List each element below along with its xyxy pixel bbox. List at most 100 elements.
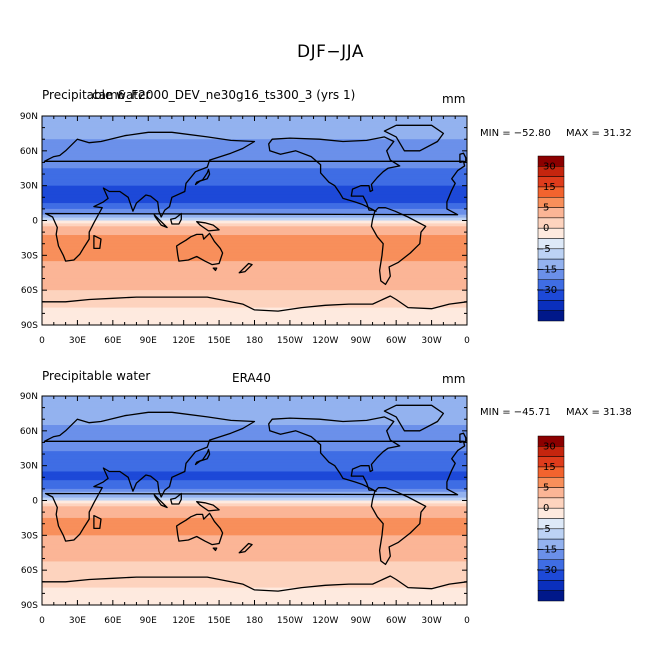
field-band	[42, 546, 467, 551]
y-axis	[42, 395, 467, 606]
x-tick-label: 30E	[69, 616, 86, 626]
x-tick-label: 120E	[172, 616, 195, 626]
coastline	[170, 212, 182, 225]
panel-title-left: Precipitable water	[42, 369, 151, 383]
field-band	[42, 316, 467, 320]
coastline	[370, 487, 427, 566]
y-tick-label: 30N	[20, 462, 38, 472]
x-tick-label: 90W	[351, 336, 371, 346]
coastline	[383, 124, 445, 152]
field-band	[42, 153, 467, 158]
field-band	[42, 517, 467, 522]
coastline	[268, 136, 401, 212]
field-band	[42, 575, 467, 580]
x-tick-label: 60E	[104, 336, 121, 346]
coastline-antarctica	[42, 575, 468, 592]
panel-title-left: Precipitable water	[42, 88, 151, 102]
field-band	[42, 456, 467, 461]
colorbar-label: 30	[543, 161, 556, 172]
x-axis	[41, 116, 468, 325]
colorbar-swatch	[537, 477, 565, 488]
min-label: MIN = −45.71	[480, 407, 551, 418]
field-band	[42, 430, 467, 435]
coastline	[194, 168, 211, 186]
field-band	[42, 272, 467, 277]
x-tick-label: 150W	[277, 616, 303, 626]
field-band	[42, 255, 467, 259]
y-tick-label: 90S	[21, 601, 38, 611]
coastline	[212, 267, 218, 272]
colorbar-swatch	[537, 590, 565, 602]
field-band	[42, 477, 467, 481]
field-band	[42, 590, 467, 594]
coastline	[153, 494, 168, 509]
x-tick-label: 180	[246, 336, 263, 346]
field-band	[42, 596, 467, 600]
y-tick-label: 60S	[21, 566, 38, 576]
x-axis	[41, 396, 468, 605]
field-band	[42, 130, 467, 134]
coastline-antarctica	[42, 295, 468, 312]
field-band	[42, 249, 467, 253]
colorbar-label: 5	[543, 203, 549, 214]
field-band	[42, 214, 467, 219]
field-band	[42, 171, 467, 175]
field-band	[42, 471, 467, 475]
panel-title-center: ERA40	[232, 371, 271, 385]
field-band	[42, 442, 467, 446]
field-band	[42, 269, 467, 274]
field-band	[42, 240, 467, 245]
coastline	[238, 542, 253, 554]
y-tick-label: 30S	[21, 531, 38, 541]
field-band	[42, 532, 467, 536]
x-tick-label: 0	[39, 616, 45, 626]
field-band	[42, 133, 467, 137]
field-band	[42, 261, 467, 265]
field-band	[42, 142, 467, 146]
field-band	[42, 465, 467, 470]
field-band	[42, 165, 467, 169]
field-band	[42, 454, 467, 458]
y-axis	[42, 115, 467, 326]
field-band	[42, 488, 467, 493]
field-band	[42, 229, 467, 233]
x-tick-label: 0	[464, 336, 470, 346]
y-tick-label: 60S	[21, 286, 38, 296]
colorbar-swatch	[537, 310, 565, 322]
field-band	[42, 520, 467, 525]
colorbar-label: −15	[536, 544, 557, 555]
field-band	[42, 436, 467, 441]
x-tick-label: 60W	[386, 336, 406, 346]
field-band	[42, 182, 467, 187]
field-band	[42, 538, 467, 542]
field-band	[42, 570, 467, 574]
y-tick-label: 30N	[20, 182, 38, 192]
field-band	[42, 243, 467, 248]
y-tick-label: 0	[32, 217, 38, 227]
field-band	[42, 445, 467, 449]
field-band	[42, 168, 467, 172]
field-band	[42, 197, 467, 201]
field-band	[42, 301, 467, 306]
x-tick-label: 90W	[351, 616, 371, 626]
colorbar-label: 0	[543, 223, 549, 234]
field-band	[42, 468, 467, 472]
field-band	[42, 549, 467, 554]
colorbar-swatch	[537, 507, 565, 519]
y-tick-label: 30S	[21, 251, 38, 261]
field-band	[42, 500, 467, 504]
field-band	[42, 246, 467, 251]
x-tick-label: 90E	[140, 616, 157, 626]
field-band	[42, 217, 467, 221]
colorbar-swatch	[537, 580, 565, 591]
field-band	[42, 147, 467, 152]
field-band	[42, 313, 467, 317]
field-band	[42, 433, 467, 438]
field-band	[42, 593, 467, 597]
field-band	[42, 188, 467, 192]
x-tick-label: 30W	[421, 616, 441, 626]
coastline	[459, 432, 467, 444]
